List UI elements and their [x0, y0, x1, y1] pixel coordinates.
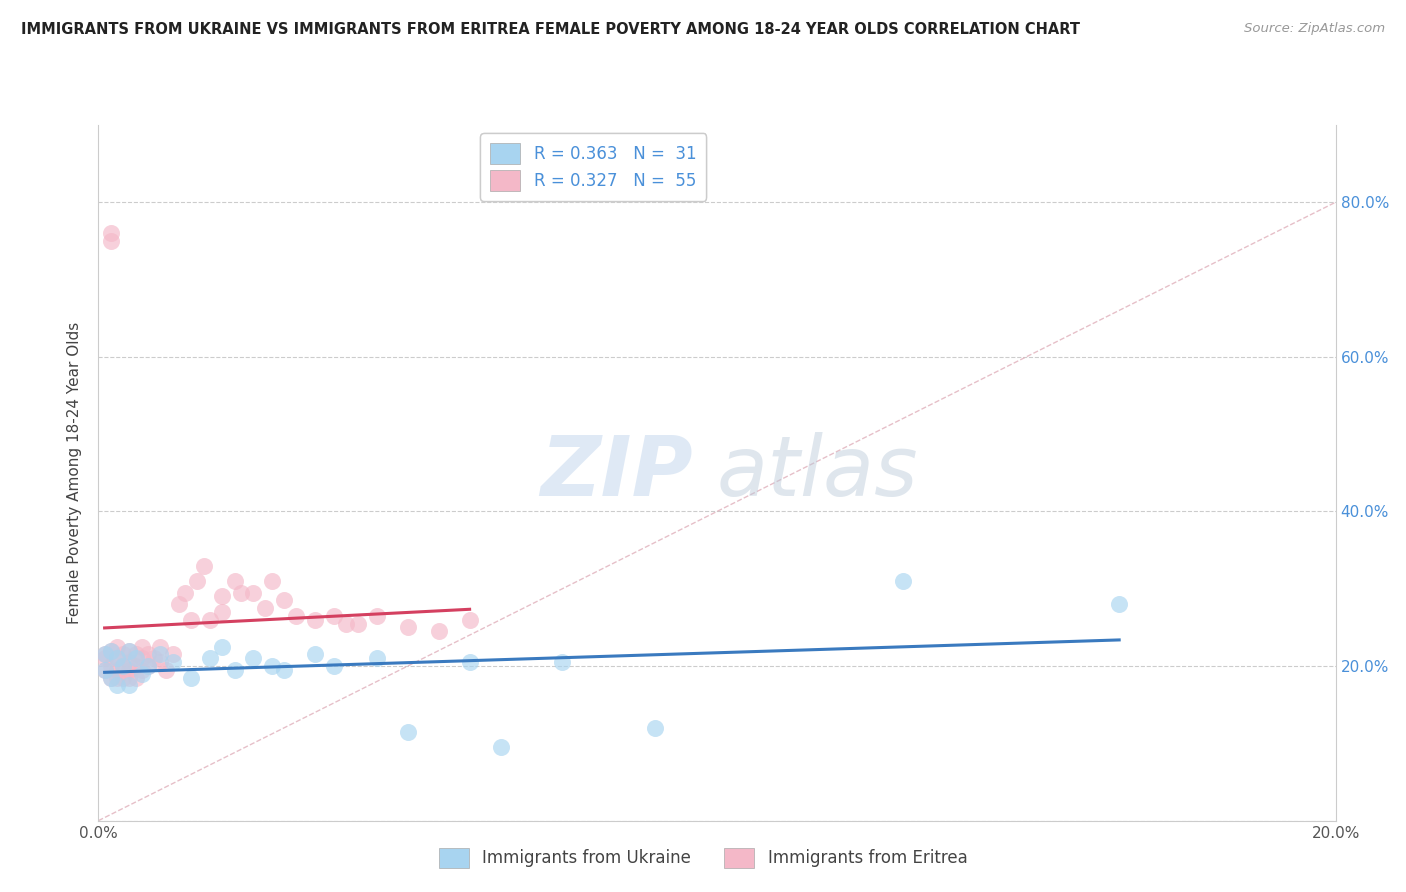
- Point: [112, 671, 135, 685]
- Point: [149, 640, 172, 654]
- Point: [254, 601, 277, 615]
- Point: [131, 651, 153, 665]
- Point: [118, 655, 141, 669]
- Point: [93, 651, 115, 665]
- Point: [396, 724, 419, 739]
- Point: [304, 648, 326, 662]
- Point: [136, 659, 159, 673]
- Point: [304, 613, 326, 627]
- Point: [224, 663, 246, 677]
- Point: [93, 663, 115, 677]
- Point: [322, 608, 344, 623]
- Point: [644, 721, 666, 735]
- Legend: R = 0.363   N =  31, R = 0.327   N =  55: R = 0.363 N = 31, R = 0.327 N = 55: [481, 133, 706, 201]
- Point: [193, 558, 215, 573]
- Point: [273, 663, 295, 677]
- Point: [105, 640, 128, 654]
- Point: [118, 671, 141, 685]
- Point: [93, 663, 115, 677]
- Point: [131, 663, 153, 677]
- Point: [551, 655, 574, 669]
- Point: [180, 671, 202, 685]
- Point: [458, 655, 481, 669]
- Text: atlas: atlas: [717, 433, 918, 513]
- Point: [155, 663, 177, 677]
- Point: [211, 605, 233, 619]
- Point: [198, 651, 221, 665]
- Point: [100, 671, 122, 685]
- Point: [260, 659, 283, 673]
- Point: [136, 648, 159, 662]
- Point: [100, 659, 122, 673]
- Point: [167, 597, 190, 611]
- Point: [335, 616, 357, 631]
- Point: [100, 234, 122, 248]
- Point: [105, 651, 128, 665]
- Point: [118, 678, 141, 692]
- Point: [124, 671, 146, 685]
- Point: [198, 613, 221, 627]
- Point: [180, 613, 202, 627]
- Point: [211, 640, 233, 654]
- Point: [149, 648, 172, 662]
- Point: [211, 590, 233, 604]
- Point: [100, 671, 122, 685]
- Point: [242, 651, 264, 665]
- Legend: Immigrants from Ukraine, Immigrants from Eritrea: Immigrants from Ukraine, Immigrants from…: [432, 841, 974, 875]
- Point: [891, 574, 914, 588]
- Point: [366, 608, 388, 623]
- Point: [260, 574, 283, 588]
- Point: [105, 671, 128, 685]
- Point: [100, 643, 122, 657]
- Point: [458, 613, 481, 627]
- Text: IMMIGRANTS FROM UKRAINE VS IMMIGRANTS FROM ERITREA FEMALE POVERTY AMONG 18-24 YE: IMMIGRANTS FROM UKRAINE VS IMMIGRANTS FR…: [21, 22, 1080, 37]
- Point: [242, 585, 264, 599]
- Point: [131, 666, 153, 681]
- Point: [427, 624, 450, 639]
- Point: [100, 643, 122, 657]
- Point: [131, 640, 153, 654]
- Point: [347, 616, 370, 631]
- Point: [124, 651, 146, 665]
- Point: [366, 651, 388, 665]
- Point: [105, 678, 128, 692]
- Point: [93, 648, 115, 662]
- Point: [174, 585, 197, 599]
- Point: [285, 608, 308, 623]
- Point: [143, 651, 166, 665]
- Point: [162, 655, 184, 669]
- Point: [112, 659, 135, 673]
- Point: [93, 648, 115, 662]
- Point: [105, 651, 128, 665]
- Point: [112, 648, 135, 662]
- Point: [124, 648, 146, 662]
- Point: [112, 659, 135, 673]
- Y-axis label: Female Poverty Among 18-24 Year Olds: Female Poverty Among 18-24 Year Olds: [67, 322, 83, 624]
- Point: [136, 659, 159, 673]
- Point: [162, 648, 184, 662]
- Point: [149, 655, 172, 669]
- Text: Source: ZipAtlas.com: Source: ZipAtlas.com: [1244, 22, 1385, 36]
- Point: [229, 585, 252, 599]
- Point: [322, 659, 344, 673]
- Point: [396, 620, 419, 634]
- Point: [273, 593, 295, 607]
- Point: [100, 226, 122, 240]
- Point: [118, 643, 141, 657]
- Point: [118, 663, 141, 677]
- Point: [224, 574, 246, 588]
- Point: [124, 659, 146, 673]
- Point: [118, 643, 141, 657]
- Point: [105, 663, 128, 677]
- Point: [186, 574, 208, 588]
- Point: [1108, 597, 1130, 611]
- Point: [489, 740, 512, 755]
- Text: ZIP: ZIP: [540, 433, 692, 513]
